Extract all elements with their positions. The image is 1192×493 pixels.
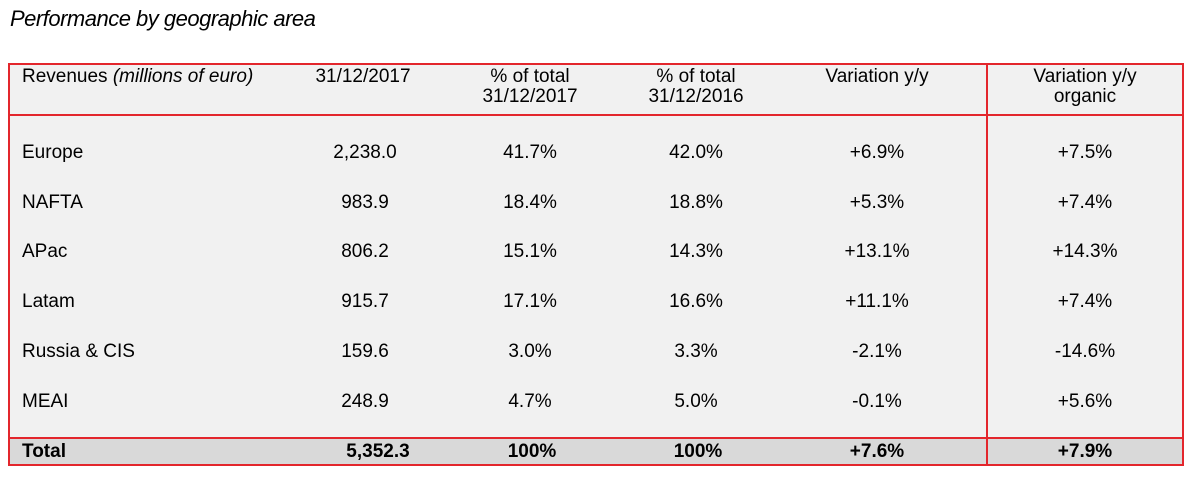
- row-pct-2016: 18.8%: [669, 192, 723, 213]
- total-pct-2016: 100%: [673, 441, 723, 462]
- row-area: NAFTA: [22, 192, 83, 213]
- row-area: Russia & CIS: [22, 341, 135, 362]
- row-revenue: 915.7: [341, 291, 389, 312]
- total-variation: +7.6%: [849, 441, 905, 462]
- row-variation-organic: +14.3%: [1052, 241, 1118, 262]
- row-variation-organic: -14.6%: [1054, 341, 1116, 362]
- organic-column-divider: [986, 63, 988, 466]
- row-variation: -0.1%: [852, 391, 902, 412]
- row-pct-2016: 16.6%: [669, 291, 723, 312]
- row-pct-2017: 18.4%: [503, 192, 557, 213]
- row-revenue: 159.6: [341, 341, 389, 362]
- header-pct-2016-line2: 31/12/2016: [648, 86, 744, 107]
- header-pct-2016-line1: % of total: [656, 66, 736, 87]
- header-organic-line2: organic: [1053, 86, 1117, 107]
- total-variation-organic: +7.9%: [1057, 441, 1113, 462]
- row-variation-organic: +7.4%: [1057, 192, 1113, 213]
- row-area: MEAI: [22, 391, 69, 412]
- header-organic-line1: Variation y/y: [1033, 66, 1137, 87]
- row-variation: +11.1%: [845, 291, 909, 312]
- row-pct-2017: 4.7%: [508, 391, 552, 412]
- header-divider: [8, 114, 1184, 116]
- page-title: Performance by geographic area: [10, 6, 316, 31]
- header-revenues-label: Revenues: [22, 66, 108, 87]
- header-revenues-unit: (millions of euro): [112, 66, 254, 87]
- row-area: Europe: [22, 142, 84, 163]
- row-variation: -2.1%: [852, 341, 902, 362]
- row-area: Latam: [22, 291, 75, 312]
- header-pct-2016: % of total 31/12/2016: [648, 67, 743, 107]
- total-revenue: 5,352.3: [346, 441, 410, 462]
- header-variation: Variation y/y: [825, 66, 929, 87]
- row-pct-2016: 3.3%: [674, 341, 718, 362]
- revenue-table: [8, 63, 1184, 466]
- row-pct-2016: 14.3%: [669, 241, 723, 262]
- header-revenues: Revenues (millions of euro): [22, 67, 253, 87]
- row-pct-2016: 5.0%: [674, 391, 718, 412]
- header-pct-2017: % of total 31/12/2017: [482, 67, 577, 107]
- row-pct-2017: 3.0%: [508, 341, 552, 362]
- header-date: 31/12/2017: [315, 66, 411, 87]
- header-variation-organic: Variation y/y organic: [1033, 67, 1136, 107]
- row-variation: +5.3%: [849, 192, 905, 213]
- total-label: Total: [22, 441, 66, 462]
- header-pct-2017-line1: % of total: [490, 66, 570, 87]
- row-area: APac: [22, 241, 68, 262]
- row-variation-organic: +7.4%: [1057, 291, 1113, 312]
- row-variation: +6.9%: [849, 142, 905, 163]
- total-pct-2017: 100%: [507, 441, 557, 462]
- row-revenue: 2,238.0: [333, 142, 397, 163]
- row-variation-organic: +7.5%: [1057, 142, 1113, 163]
- total-divider: [8, 437, 1184, 439]
- header-pct-2017-line2: 31/12/2017: [482, 86, 578, 107]
- total-row-background: [10, 438, 1182, 464]
- row-pct-2016: 42.0%: [669, 142, 723, 163]
- row-pct-2017: 17.1%: [503, 291, 557, 312]
- row-revenue: 248.9: [341, 391, 389, 412]
- row-variation-organic: +5.6%: [1057, 391, 1113, 412]
- row-revenue: 983.9: [341, 192, 389, 213]
- row-variation: +13.1%: [844, 241, 910, 262]
- row-pct-2017: 15.1%: [503, 241, 557, 262]
- row-pct-2017: 41.7%: [503, 142, 557, 163]
- row-revenue: 806.2: [341, 241, 389, 262]
